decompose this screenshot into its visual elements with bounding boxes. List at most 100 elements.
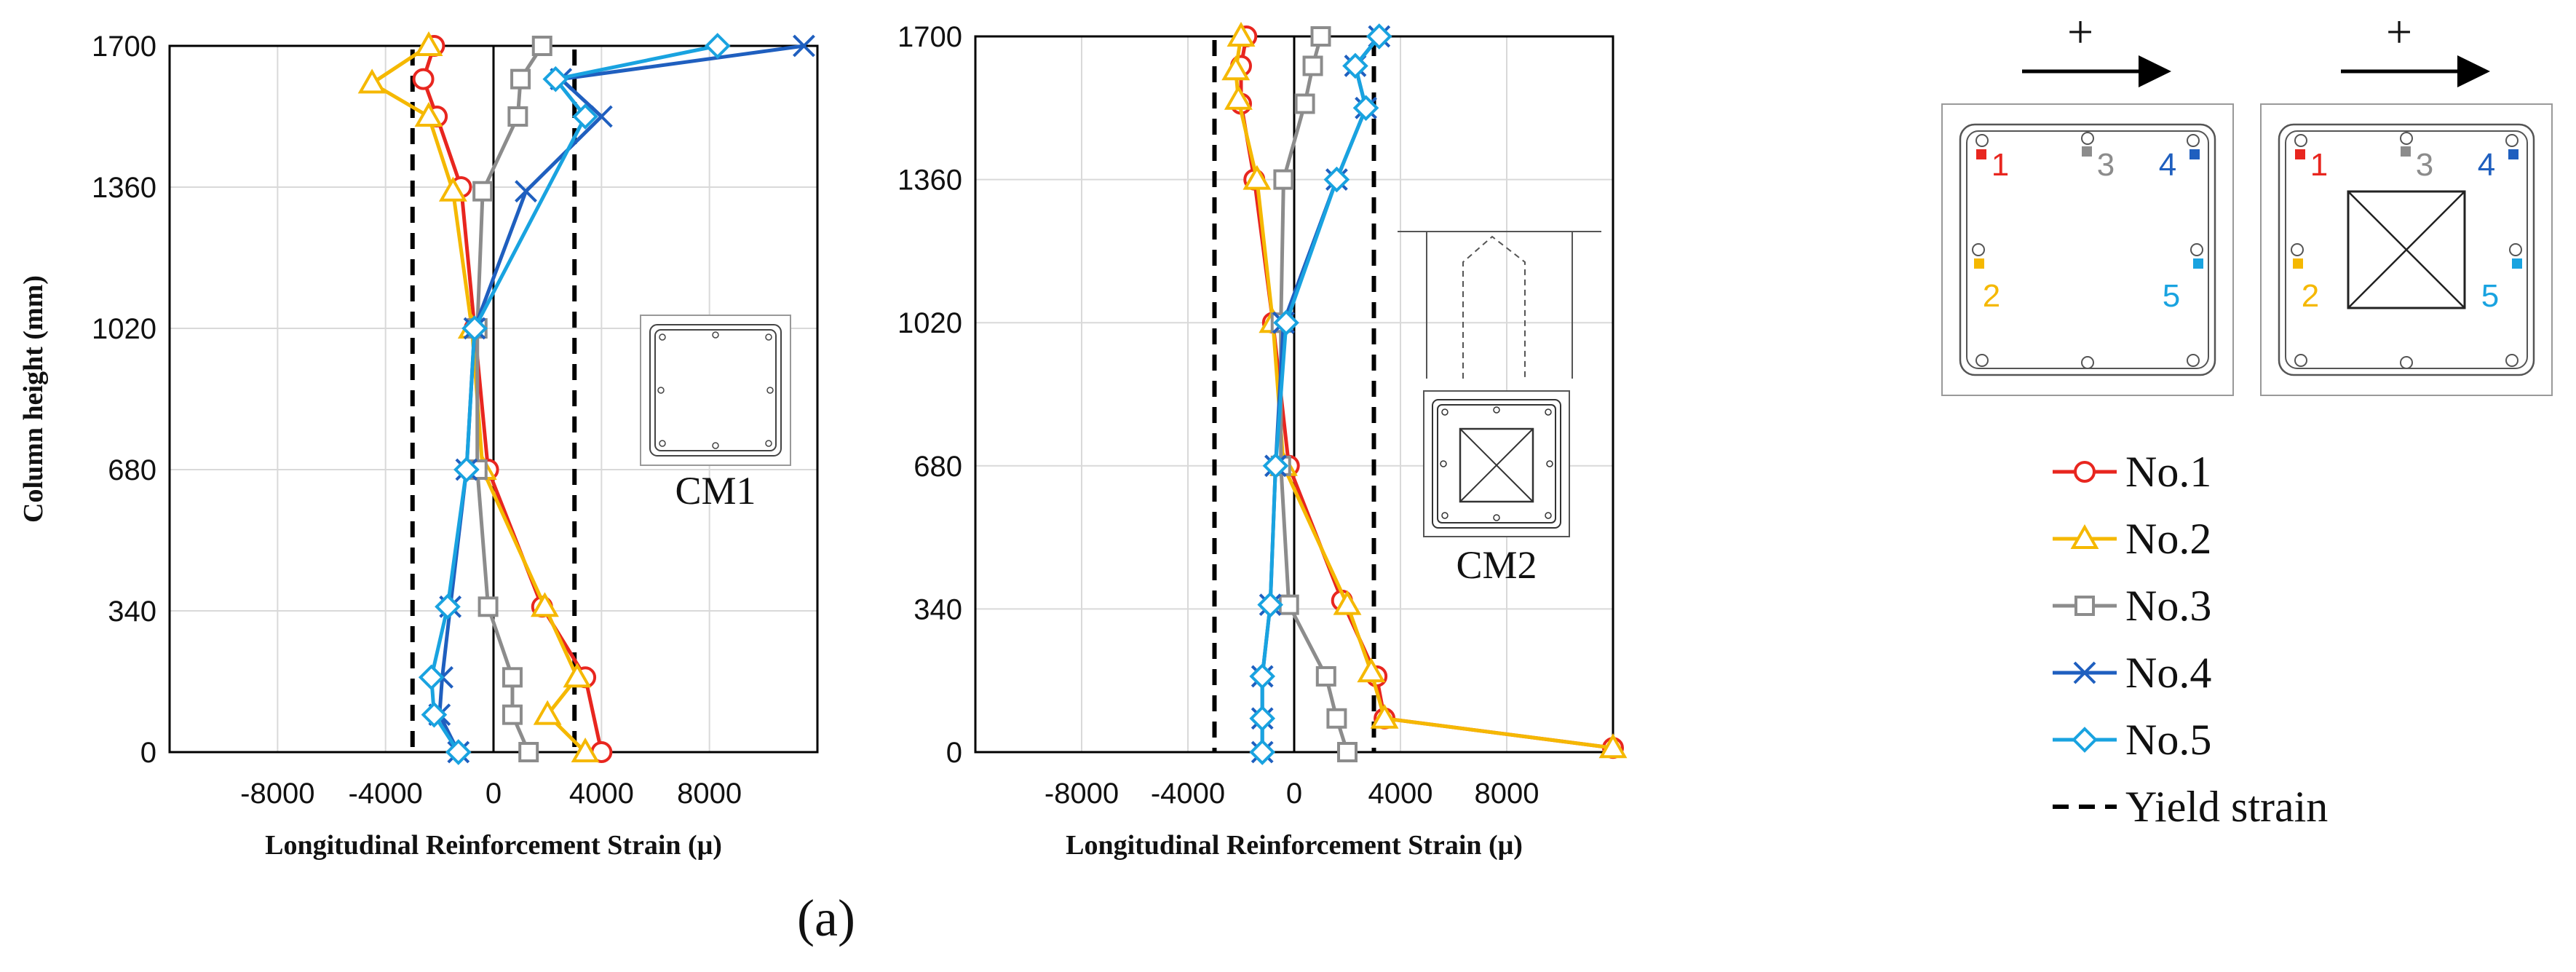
inset-rebar <box>1546 460 1553 467</box>
inset-rebar <box>659 333 666 341</box>
rebar <box>1975 354 1989 367</box>
x-tick-label: 0 <box>486 778 502 810</box>
inset-outline <box>640 315 791 466</box>
data-point <box>1357 657 1386 683</box>
strain-gauge-2 <box>2293 258 2303 269</box>
y-tick-label: 1020 <box>897 307 962 339</box>
rebar <box>2505 354 2518 367</box>
rebar <box>2505 134 2518 147</box>
legend-marker <box>2072 727 2098 753</box>
legend-marker <box>2074 461 2096 483</box>
inset-rebar <box>657 387 665 394</box>
chart-cm1: CM1 0 340 680 1020 1360 1700 -8000 -4000 0 4000 800… <box>18 31 819 861</box>
inset-rebar <box>1493 514 1500 521</box>
rebar <box>1975 134 1989 147</box>
data-point <box>1262 452 1289 479</box>
rebar <box>2081 132 2094 145</box>
inset-stirrup <box>1432 399 1561 529</box>
inset-rebar <box>1493 406 1500 414</box>
rebar <box>2294 134 2307 147</box>
series-line <box>475 44 544 753</box>
bar-number-3: 3 <box>2097 147 2115 183</box>
data-point <box>461 315 488 341</box>
rebar <box>2400 132 2413 145</box>
rebar <box>2081 356 2094 369</box>
section-stirrup <box>2278 123 2535 376</box>
x-tick-label: -4000 <box>349 778 423 810</box>
data-point <box>531 592 559 617</box>
data-point <box>421 701 448 728</box>
inset-label: CM1 <box>675 469 756 513</box>
y-tick-label: 1020 <box>92 313 156 345</box>
steel-section-cross <box>2347 191 2465 309</box>
data-point <box>1273 309 1299 336</box>
legend-marker <box>2074 596 2095 616</box>
x-tick-label: 8000 <box>1475 778 1539 810</box>
inset-cm1-section <box>640 315 791 466</box>
strain-gauge-1 <box>2295 149 2305 159</box>
direction-plus-sign: + <box>2386 6 2412 58</box>
strain-gauge-4 <box>2189 149 2200 159</box>
rebar <box>2291 243 2304 256</box>
data-point <box>518 742 539 762</box>
legend-marker <box>2070 523 2099 549</box>
data-point <box>1315 665 1336 687</box>
series-no5 <box>418 33 731 765</box>
data-point <box>453 457 480 483</box>
inset-steel-cross <box>1459 428 1534 502</box>
data-point <box>572 103 598 130</box>
data-point <box>412 68 435 90</box>
inset-rebar <box>712 442 719 449</box>
data-point <box>435 593 461 620</box>
data-point <box>510 68 531 90</box>
cross-section-diagrams: +1 2 3 4 5 +1 2 3 4 5 <box>1941 6 2553 396</box>
strain-gauge-5 <box>2193 258 2203 269</box>
data-point <box>571 737 600 762</box>
data-point <box>1326 708 1347 729</box>
data-point <box>472 181 494 202</box>
data-point <box>438 176 467 202</box>
data-point <box>414 101 443 127</box>
steel-section <box>2347 190 2466 309</box>
rebar <box>2509 243 2522 256</box>
legend-entry-4: No.4 <box>2053 649 2211 697</box>
data-point <box>1243 165 1272 190</box>
y-tick-label: 680 <box>108 454 156 486</box>
chart-cm2: CM2 0 340 680 1020 1360 1700 -8000 -4000 0 4000 800… <box>897 21 1628 861</box>
data-point <box>531 36 552 56</box>
data-point <box>357 68 387 94</box>
data-point <box>1224 84 1253 110</box>
legend-entry-6: Yield strain <box>2053 783 2328 831</box>
strain-gauge-2 <box>1974 258 1984 269</box>
bar-number-3: 3 <box>2416 147 2433 183</box>
rebar <box>1972 243 1985 256</box>
data-point <box>1249 663 1276 690</box>
series-no5 <box>1249 23 1392 765</box>
plot-frame <box>168 44 819 754</box>
strain-gauge-3 <box>2401 146 2411 157</box>
legend-marker <box>2073 661 2096 684</box>
inset-cm2-section <box>1398 231 1601 537</box>
rebar <box>2187 134 2200 147</box>
inset-rebar <box>1545 408 1552 416</box>
inset-rebar <box>659 440 666 447</box>
y-tick-label: 0 <box>946 737 962 769</box>
direction-plus-sign: + <box>2067 6 2093 58</box>
y-tick-label: 680 <box>914 451 962 483</box>
inset-rebar <box>1440 460 1447 467</box>
inset-rebar <box>1441 408 1448 416</box>
bar-number-5: 5 <box>2481 278 2499 314</box>
data-point <box>1352 95 1379 122</box>
legend-label: No.3 <box>2125 582 2211 630</box>
data-point <box>418 664 445 691</box>
data-point <box>533 700 562 725</box>
series-no3 <box>1270 26 1358 762</box>
legend-label: No.2 <box>2125 515 2211 563</box>
data-point <box>1323 166 1350 193</box>
data-point <box>1249 739 1276 765</box>
rebar <box>2400 356 2413 369</box>
legend-entry-1: No.1 <box>2053 448 2211 496</box>
data-point <box>502 667 523 688</box>
inset-outline <box>1423 390 1570 537</box>
inset-stirrup <box>649 324 782 457</box>
